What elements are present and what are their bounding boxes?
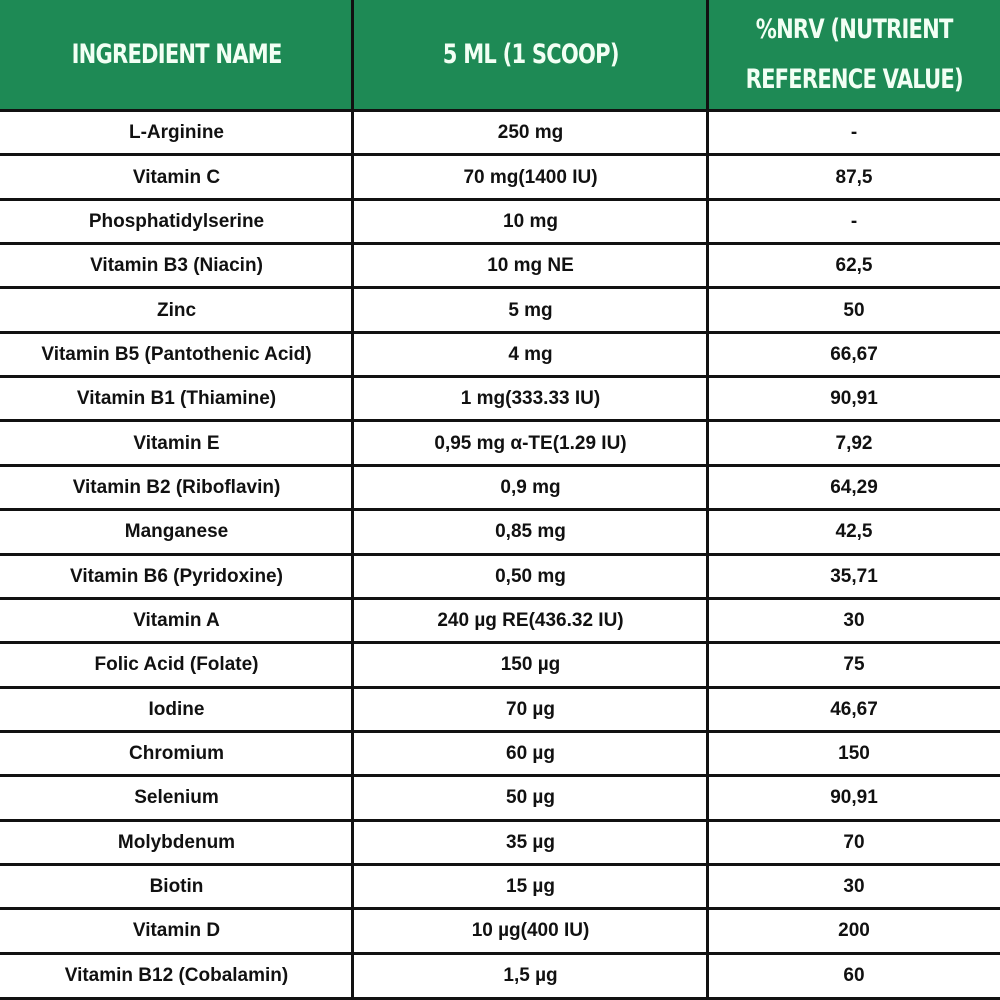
- row-divider: [0, 197, 1000, 201]
- nrv-cell: 150: [838, 743, 870, 765]
- ingredient-name-cell: Vitamin B12 (Cobalamin): [64, 964, 289, 986]
- nrv-cell: 64,29: [830, 476, 878, 498]
- ingredient-name-cell: Molybdenum: [117, 831, 236, 853]
- column-header: %NRV (NUTRIENT REFERENCE VALUE): [708, 0, 1000, 110]
- amount-cell: 10 µg(400 IU): [471, 920, 590, 942]
- nrv-cell: 30: [843, 610, 865, 632]
- ingredient-name-cell: Vitamin A: [133, 610, 220, 632]
- amount-cell: 70 mg(1400 IU): [463, 166, 598, 188]
- row-divider: [0, 818, 1000, 822]
- amount-cell: 10 mg NE: [487, 255, 574, 277]
- nrv-cell: 7,92: [835, 432, 873, 454]
- ingredient-name-cell: Iodine: [148, 698, 205, 720]
- row-divider: [0, 641, 1000, 645]
- nrv-cell: 87,5: [835, 166, 873, 188]
- ingredient-name-cell: Selenium: [134, 787, 219, 809]
- amount-cell: 50 µg: [506, 787, 555, 809]
- amount-cell: 4 mg: [508, 343, 553, 365]
- ingredient-name-cell: Vitamin B2 (Riboflavin): [72, 476, 281, 498]
- amount-cell: 0,85 mg: [495, 521, 566, 543]
- ingredient-name-cell: Vitamin E: [133, 432, 220, 454]
- amount-cell: 70 µg: [506, 698, 555, 720]
- amount-cell: 0,50 mg: [495, 565, 566, 587]
- column-header-text: %NRV (NUTRIENT: [755, 14, 954, 45]
- ingredient-name-cell: L-Arginine: [129, 122, 224, 144]
- nrv-cell: 46,67: [830, 698, 878, 720]
- nrv-cell: -: [850, 122, 858, 144]
- row-divider: [0, 375, 1000, 379]
- column-divider: [351, 0, 354, 1000]
- amount-cell: 0,95 mg α-TE(1.29 IU): [434, 432, 627, 454]
- amount-cell: 250 mg: [497, 122, 564, 144]
- amount-cell: 150 µg: [500, 654, 561, 676]
- ingredient-name-cell: Biotin: [149, 876, 204, 898]
- ingredient-name-cell: Vitamin D: [132, 920, 221, 942]
- ingredient-name-cell: Chromium: [129, 743, 224, 765]
- amount-cell: 1 mg(333.33 IU): [460, 388, 601, 410]
- row-divider: [0, 774, 1000, 778]
- row-divider: [0, 951, 1000, 955]
- nrv-cell: 90,91: [830, 388, 878, 410]
- amount-cell: 240 µg RE(436.32 IU): [437, 610, 624, 632]
- ingredient-name-cell: Vitamin B1 (Thiamine): [76, 388, 277, 410]
- row-divider: [0, 596, 1000, 600]
- column-header-text: 5 ML (1 SCOOP): [442, 39, 620, 70]
- ingredient-name-cell: Vitamin C: [132, 166, 221, 188]
- nrv-cell: 30: [843, 876, 865, 898]
- row-divider: [0, 286, 1000, 290]
- nrv-cell: 50: [843, 299, 865, 321]
- row-divider: [0, 552, 1000, 556]
- row-divider: [0, 685, 1000, 689]
- column-header: INGREDIENT NAME: [0, 0, 353, 110]
- ingredient-name-cell: Vitamin B3 (Niacin): [90, 255, 263, 277]
- nrv-cell: 66,67: [830, 343, 878, 365]
- nrv-cell: 75: [843, 654, 865, 676]
- ingredient-name-cell: Folic Acid (Folate): [94, 654, 259, 676]
- row-divider: [0, 153, 1000, 157]
- amount-cell: 5 mg: [508, 299, 553, 321]
- row-divider: [0, 109, 1000, 112]
- ingredient-name-cell: Phosphatidylserine: [88, 210, 265, 232]
- row-divider: [0, 242, 1000, 246]
- amount-cell: 35 µg: [506, 831, 555, 853]
- amount-cell: 60 µg: [506, 743, 555, 765]
- row-divider: [0, 419, 1000, 423]
- amount-cell: 0,9 mg: [500, 476, 561, 498]
- ingredient-name-cell: Zinc: [156, 299, 197, 321]
- ingredient-name-cell: Vitamin B5 (Pantothenic Acid): [41, 343, 312, 365]
- nrv-cell: 90,91: [830, 787, 878, 809]
- row-divider: [0, 862, 1000, 866]
- nrv-cell: 35,71: [830, 565, 878, 587]
- row-divider: [0, 463, 1000, 467]
- row-divider: [0, 729, 1000, 733]
- nrv-cell: 60: [843, 964, 865, 986]
- row-divider: [0, 907, 1000, 911]
- column-header: 5 ML (1 SCOOP): [353, 0, 708, 110]
- nrv-cell: 70: [843, 831, 865, 853]
- row-divider: [0, 508, 1000, 512]
- amount-cell: 1,5 µg: [503, 964, 558, 986]
- amount-cell: 10 mg: [503, 210, 558, 232]
- nrv-cell: -: [850, 210, 858, 232]
- nrv-cell: 62,5: [835, 255, 873, 277]
- column-header-text: INGREDIENT NAME: [71, 39, 283, 70]
- table-bottom-border: [0, 997, 1000, 1000]
- nrv-cell: 42,5: [835, 521, 873, 543]
- ingredient-name-cell: Vitamin B6 (Pyridoxine): [70, 565, 283, 587]
- nrv-cell: 200: [838, 920, 870, 942]
- column-divider: [706, 0, 709, 1000]
- amount-cell: 15 µg: [506, 876, 555, 898]
- ingredient-name-cell: Manganese: [124, 521, 229, 543]
- column-header-text: REFERENCE VALUE): [745, 64, 963, 95]
- row-divider: [0, 330, 1000, 334]
